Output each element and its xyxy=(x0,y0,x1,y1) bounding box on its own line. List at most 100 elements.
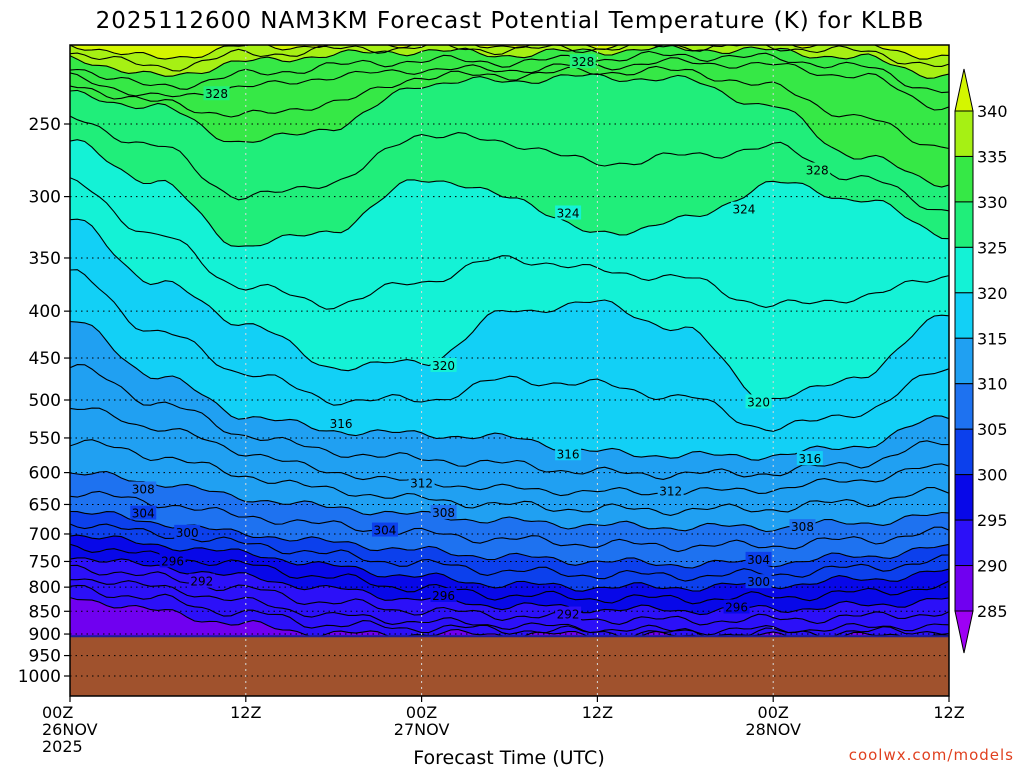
colorbar-tick-label: 300 xyxy=(977,466,1008,485)
contour-label-text: 296 xyxy=(432,589,455,603)
y-tick-label: 1000 xyxy=(18,667,61,687)
contour-label: 296 xyxy=(724,600,750,615)
contour-label: 308 xyxy=(130,481,156,496)
contour-label: 304 xyxy=(130,506,156,521)
contour-label: 320 xyxy=(431,358,457,373)
contour-label: 300 xyxy=(746,574,772,589)
x-axis-label: Forecast Time (UTC) xyxy=(413,747,604,768)
contour-label-text: 292 xyxy=(557,608,580,622)
y-tick-label: 650 xyxy=(29,495,61,515)
contour-label: 300 xyxy=(174,525,200,540)
contour-label: 304 xyxy=(746,552,772,567)
y-tick-label: 450 xyxy=(29,349,61,369)
colorbar-tick-label: 315 xyxy=(977,329,1008,348)
contour-label-text: 292 xyxy=(190,575,213,589)
y-tick-label: 350 xyxy=(29,249,61,269)
chart-title: 2025112600 NAM3KM Forecast Potential Tem… xyxy=(96,8,925,34)
colorbar-segment xyxy=(955,338,973,383)
y-tick-label: 250 xyxy=(29,115,61,135)
contour-label: 324 xyxy=(731,202,757,217)
colorbar-segment xyxy=(955,566,973,611)
contour-label-text: 316 xyxy=(798,452,821,466)
contour-label-text: 324 xyxy=(557,206,580,220)
contour-label: 316 xyxy=(328,416,354,431)
colorbar-segment xyxy=(955,384,973,429)
x-tick-label: 2025 xyxy=(42,737,83,756)
colorbar-segment xyxy=(955,520,973,565)
colorbar-segment xyxy=(955,111,973,156)
x-tick-label: 12Z xyxy=(230,703,261,722)
contour-label-text: 316 xyxy=(330,417,353,431)
colorbar-tick-label: 335 xyxy=(977,147,1008,166)
colorbar-segment xyxy=(955,475,973,520)
colorbar-tick-label: 295 xyxy=(977,511,1008,530)
x-tick-label: 27NOV xyxy=(394,720,450,739)
colorbar: 340 335 330 325 320 315 310 305 300 295 290 285 xyxy=(955,69,1008,653)
x-tick-label: 12Z xyxy=(933,703,964,722)
contour-label-text: 328 xyxy=(205,87,228,101)
contour-label-text: 304 xyxy=(132,507,155,521)
colorbar-tick-label: 310 xyxy=(977,375,1008,394)
colorbar-segment xyxy=(955,156,973,201)
contour-label: 316 xyxy=(555,446,581,461)
contour-label-text: 312 xyxy=(410,477,433,491)
colorbar-segment xyxy=(955,202,973,247)
contour-label-text: 304 xyxy=(747,553,770,567)
y-tick-label: 700 xyxy=(29,525,61,545)
contour-label: 320 xyxy=(746,394,772,409)
contour-label-text: 304 xyxy=(374,524,397,538)
pressure-axis: 250 300 350 400 450 500 550 600 650 700 750 800 850 9… xyxy=(18,115,70,687)
contour-label: 324 xyxy=(555,205,581,220)
x-tick-label: 12Z xyxy=(582,703,613,722)
y-tick-label: 900 xyxy=(29,625,61,645)
y-tick-label: 750 xyxy=(29,552,61,572)
contour-label: 316 xyxy=(797,451,823,466)
contour-label: 296 xyxy=(160,553,186,568)
contour-label: 328 xyxy=(804,163,830,178)
y-tick-label: 600 xyxy=(29,464,61,484)
colorbar-segment xyxy=(955,429,973,474)
colorbar-tick-label: 320 xyxy=(977,284,1008,303)
below-ground-region xyxy=(70,636,949,696)
contour-label: 292 xyxy=(555,607,581,622)
contour-label-text: 320 xyxy=(432,359,455,373)
contour-label-text: 320 xyxy=(747,395,770,409)
colorbar-tick-label: 330 xyxy=(977,193,1008,212)
y-tick-label: 550 xyxy=(29,429,61,449)
contour-label: 304 xyxy=(372,523,398,538)
contour-label: 292 xyxy=(189,574,215,589)
contour-label: 312 xyxy=(409,476,435,491)
contour-label-text: 300 xyxy=(747,575,770,589)
contour-label: 308 xyxy=(431,505,457,520)
contour-label-text: 296 xyxy=(161,554,184,568)
x-tick-label: 28NOV xyxy=(745,720,801,739)
contour-label: 296 xyxy=(431,588,457,603)
colorbar-tick-label: 305 xyxy=(977,420,1008,439)
contour-label-text: 324 xyxy=(732,203,755,217)
contour-label-text: 312 xyxy=(659,484,682,498)
y-tick-label: 800 xyxy=(29,578,61,598)
contour-label-text: 328 xyxy=(571,55,594,69)
colorbar-tick-label: 285 xyxy=(977,602,1008,621)
colorbar-tick-label: 290 xyxy=(977,557,1008,576)
contour-label-text: 308 xyxy=(132,482,155,496)
contour-label-text: 316 xyxy=(557,447,580,461)
contour-label-text: 308 xyxy=(791,520,814,534)
potential-temperature-chart: 2025112600 NAM3KM Forecast Potential Tem… xyxy=(0,0,1024,768)
contour-label-text: 328 xyxy=(806,164,829,178)
y-tick-label: 850 xyxy=(29,602,61,622)
contour-label: 312 xyxy=(658,483,684,498)
contour-label-text: 308 xyxy=(432,506,455,520)
y-tick-label: 500 xyxy=(29,391,61,411)
colorbar-extend-min xyxy=(955,611,973,653)
contour-label-text: 296 xyxy=(725,601,748,615)
y-tick-label: 400 xyxy=(29,302,61,322)
contour-label: 328 xyxy=(204,86,230,101)
ground-surface xyxy=(70,636,949,696)
contour-label: 308 xyxy=(790,519,816,534)
colorbar-tick-label: 325 xyxy=(977,238,1008,257)
colorbar-segment xyxy=(955,293,973,338)
colorbar-segment xyxy=(955,247,973,292)
y-tick-label: 300 xyxy=(29,188,61,208)
contour-label: 328 xyxy=(570,54,596,69)
